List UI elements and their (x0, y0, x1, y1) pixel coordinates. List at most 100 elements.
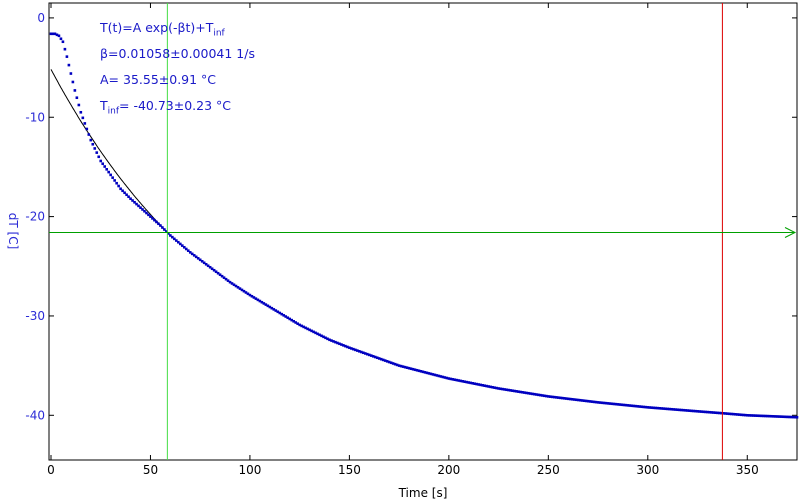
data-point (630, 404, 634, 408)
y-tick-label: -10 (25, 110, 45, 124)
data-point (260, 300, 264, 304)
data-point (521, 390, 524, 394)
data-point (198, 258, 202, 262)
y-tick-label: 0 (37, 11, 45, 25)
data-point (455, 378, 459, 382)
data-point (155, 220, 158, 224)
data-point (793, 415, 797, 419)
data-point (298, 323, 301, 327)
data-point (497, 387, 500, 390)
data-point (342, 344, 345, 347)
x-tick-label: 0 (47, 463, 55, 477)
data-point (435, 374, 439, 377)
data-point (159, 224, 162, 227)
data-point (204, 262, 208, 266)
data-point (222, 276, 226, 279)
data-point (602, 401, 606, 405)
data-point (121, 189, 124, 193)
data-point (288, 317, 292, 321)
data-point (763, 414, 767, 418)
data-point (228, 280, 232, 284)
data-point (658, 406, 662, 410)
data-point (270, 306, 274, 310)
data-point (147, 213, 150, 217)
data-point (330, 339, 333, 342)
data-point (509, 389, 512, 392)
data-point (163, 228, 166, 231)
data-point (759, 414, 763, 418)
data-point (103, 165, 107, 168)
y-tick-label: -40 (25, 408, 45, 422)
data-point (608, 402, 612, 405)
data-point (757, 414, 761, 418)
data-point (600, 401, 604, 405)
data-point (117, 184, 120, 188)
data-point (232, 283, 236, 287)
x-tick-label: 250 (537, 463, 560, 477)
data-point (399, 364, 403, 368)
data-point (791, 415, 795, 419)
data-point (87, 133, 91, 136)
data-point (89, 138, 93, 142)
data-point (356, 349, 359, 352)
data-point (652, 406, 656, 410)
data-point (718, 411, 721, 415)
data-point (266, 304, 270, 308)
data-point (710, 411, 713, 414)
data-point (539, 393, 542, 397)
data-point (507, 388, 510, 392)
data-point (278, 311, 282, 315)
data-point (184, 247, 188, 251)
data-point (248, 293, 252, 297)
data-point (594, 400, 598, 404)
data-point (51, 32, 55, 36)
data-point (194, 255, 198, 259)
data-point (674, 408, 677, 411)
data-point (157, 222, 160, 226)
data-point (236, 286, 240, 289)
data-point (246, 292, 250, 296)
data-point (656, 406, 660, 410)
data-point (745, 413, 749, 417)
data-point (781, 415, 785, 419)
data-point (688, 409, 691, 412)
data-point (451, 378, 455, 381)
data-point (389, 361, 393, 365)
data-point (576, 398, 580, 402)
data-point (612, 402, 616, 406)
data-point (487, 385, 490, 388)
data-point (385, 360, 389, 363)
data-point (109, 173, 112, 177)
data-point (702, 410, 705, 414)
data-point (214, 270, 218, 274)
data-point (722, 412, 725, 415)
data-point (113, 179, 116, 182)
data-point (734, 413, 737, 416)
data-point (552, 395, 556, 399)
data-point (276, 310, 280, 314)
data-point (660, 407, 664, 410)
data-point (529, 392, 532, 395)
data-point (783, 415, 787, 419)
data-point (208, 265, 212, 269)
data-point (495, 386, 498, 390)
data-point (91, 142, 95, 146)
data-point (308, 328, 311, 332)
data-point (258, 299, 262, 303)
data-point (151, 217, 154, 220)
data-point (127, 195, 130, 199)
x-tick-label: 300 (636, 463, 659, 477)
plot-frame (48, 2, 798, 461)
data-point (670, 407, 673, 411)
data-point (439, 375, 443, 378)
data-point (485, 384, 488, 388)
data-point (387, 360, 391, 364)
data-point (81, 116, 85, 120)
data-point (724, 412, 727, 415)
data-point (300, 324, 303, 328)
data-point (503, 388, 506, 391)
data-point (785, 415, 789, 419)
data-point (332, 340, 335, 343)
data-point (196, 257, 200, 260)
data-point (284, 315, 288, 318)
